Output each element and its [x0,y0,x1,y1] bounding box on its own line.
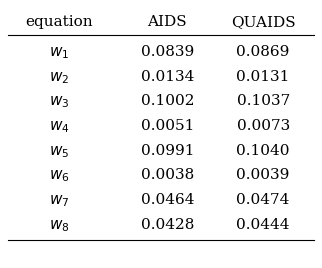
Text: 0.0428: 0.0428 [141,218,194,232]
Text: 0.0073: 0.0073 [237,119,290,133]
Text: 0.1037: 0.1037 [237,95,290,109]
Text: 0.1002: 0.1002 [141,95,194,109]
Text: $w_5$: $w_5$ [49,144,69,159]
Text: 0.0039: 0.0039 [236,169,290,183]
Text: $w_8$: $w_8$ [49,218,69,233]
Text: 0.0464: 0.0464 [141,193,194,207]
Text: QUAIDS: QUAIDS [231,15,296,29]
Text: $w_4$: $w_4$ [49,119,69,135]
Text: 0.0134: 0.0134 [141,70,194,84]
Text: equation: equation [25,15,93,29]
Text: $w_6$: $w_6$ [49,169,69,184]
Text: 0.0474: 0.0474 [236,193,290,207]
Text: 0.0991: 0.0991 [141,144,194,158]
Text: 0.0869: 0.0869 [236,45,290,59]
Text: 0.0038: 0.0038 [141,169,194,183]
Text: $w_2$: $w_2$ [49,70,69,85]
Text: 0.0131: 0.0131 [236,70,290,84]
Text: 0.0444: 0.0444 [236,218,290,232]
Text: $w_7$: $w_7$ [49,193,69,209]
Text: 0.0051: 0.0051 [141,119,194,133]
Text: AIDS: AIDS [147,15,187,29]
Text: $w_3$: $w_3$ [49,95,69,110]
Text: 0.1040: 0.1040 [236,144,290,158]
Text: 0.0839: 0.0839 [141,45,194,59]
Text: $w_1$: $w_1$ [49,45,69,61]
